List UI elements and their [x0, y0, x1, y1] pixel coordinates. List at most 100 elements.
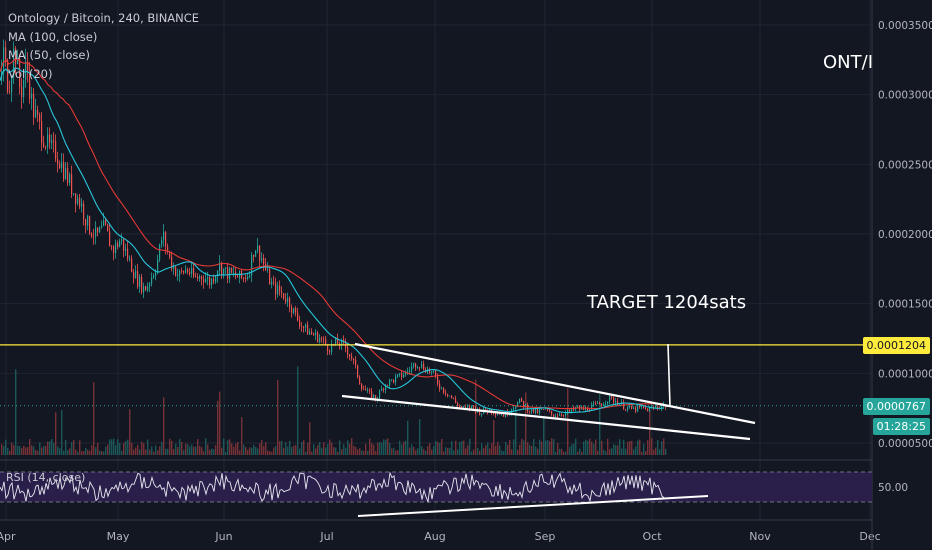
volume-bar [289, 440, 291, 455]
volume-bar [313, 444, 315, 455]
volume-bar [459, 442, 461, 455]
candle-body [123, 239, 125, 251]
volume-bar [21, 448, 23, 455]
volume-bar [83, 451, 85, 455]
volume-bar [427, 446, 429, 455]
volume-bar [349, 443, 351, 455]
volume-bar [319, 442, 321, 455]
volume-bar [513, 439, 515, 455]
volume-bar [577, 451, 579, 455]
candle-body [117, 243, 119, 247]
candle-body [133, 272, 135, 279]
volume-bar [113, 438, 115, 455]
volume-bar [457, 449, 459, 455]
volume-bar [77, 451, 79, 455]
candle-body [27, 61, 29, 72]
candle-body [261, 258, 263, 261]
volume-bar [15, 369, 17, 455]
volume-bar [333, 447, 335, 455]
candle-body [87, 215, 89, 226]
volume-bar [431, 449, 433, 455]
candle-body [203, 279, 205, 283]
candle-body [389, 379, 391, 386]
rsi-band [0, 472, 872, 502]
volume-bar [47, 441, 49, 455]
volume-bar [17, 445, 19, 455]
volume-bar [211, 448, 213, 455]
candle-body [251, 254, 253, 276]
volume-bar [9, 450, 11, 455]
candle-body [585, 407, 587, 410]
ma50-line [0, 67, 664, 414]
candle-body [127, 248, 129, 259]
volume-bar [521, 438, 523, 455]
candle-body [545, 408, 547, 410]
candle-body [35, 109, 37, 118]
candle-body [221, 262, 223, 275]
volume-bar [347, 440, 349, 455]
volume-bar [253, 444, 255, 455]
candle-body [263, 258, 265, 265]
candle-body [413, 363, 415, 367]
lower-trendline [341, 394, 751, 441]
candle-body [227, 267, 229, 279]
candle-body [217, 270, 219, 277]
volume-bar [109, 439, 111, 455]
candle-body [563, 415, 565, 417]
volume-bar [165, 448, 167, 455]
volume-bar [219, 391, 221, 455]
volume-bar [143, 443, 145, 455]
candle-body [69, 174, 71, 183]
volume-bar [515, 405, 517, 455]
volume-bar [5, 439, 7, 455]
candle-body [209, 277, 211, 286]
volume-bar [409, 447, 411, 455]
candle-body [613, 397, 615, 403]
volume-bar [565, 451, 567, 455]
candle-body [45, 146, 47, 148]
volume-bar [257, 448, 259, 455]
volume-bar [403, 441, 405, 455]
volume-bar [153, 451, 155, 455]
volume-bar [413, 447, 415, 455]
volume-bar [497, 441, 499, 455]
volume-bar [93, 382, 95, 455]
candle-body [63, 162, 65, 179]
upper-trendline [354, 342, 756, 425]
volume-bar [611, 448, 613, 455]
candle-body [181, 270, 183, 272]
volume-bar [443, 451, 445, 455]
volume-bar [639, 439, 641, 455]
candle-body [357, 365, 359, 378]
candle-body [401, 373, 403, 378]
volume-bar [225, 451, 227, 455]
volume-bar [217, 400, 219, 455]
volume-bar [55, 412, 57, 455]
candle-body [75, 193, 77, 204]
candle-body [29, 71, 31, 99]
volume-bar [169, 438, 171, 455]
volume-bar [161, 441, 163, 455]
candle-body [405, 371, 407, 375]
volume-bar [171, 440, 173, 455]
candle-body [11, 77, 13, 93]
candle-body [625, 409, 627, 411]
volume-bar [261, 439, 263, 455]
candle-body [661, 406, 663, 409]
volume-bar [479, 450, 481, 455]
candle-body [449, 395, 451, 397]
volume-bar [151, 446, 153, 455]
candle-body [109, 231, 111, 247]
volume-bar [193, 446, 195, 455]
volume-bar [11, 442, 13, 455]
volume-bar [449, 447, 451, 455]
volume-bar [299, 448, 301, 455]
volume-bar [309, 422, 311, 455]
x-tick-label: May [107, 530, 130, 543]
candle-body [253, 254, 255, 257]
volume-bar [645, 451, 647, 455]
candle-body [567, 410, 569, 413]
candle-body [85, 219, 87, 226]
target-price-tag: 0.0001204 [862, 337, 930, 354]
